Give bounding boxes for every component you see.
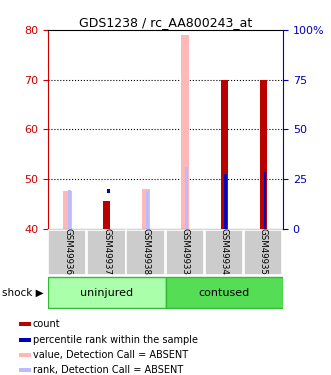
- Bar: [260, 80, 267, 229]
- Bar: [185, 166, 188, 229]
- Text: count: count: [33, 319, 60, 329]
- Bar: [107, 189, 110, 194]
- Bar: [244, 230, 282, 274]
- Bar: [19, 338, 31, 342]
- Bar: [19, 322, 31, 326]
- Bar: [205, 230, 243, 274]
- Text: GSM49935: GSM49935: [259, 228, 268, 275]
- Text: GSM49934: GSM49934: [220, 228, 229, 275]
- Bar: [19, 368, 31, 372]
- Bar: [87, 230, 125, 274]
- Bar: [48, 277, 166, 308]
- Text: percentile rank within the sample: percentile rank within the sample: [33, 335, 198, 345]
- Bar: [48, 230, 86, 274]
- Bar: [181, 35, 189, 229]
- Text: GSM49936: GSM49936: [63, 228, 72, 275]
- Bar: [146, 192, 149, 229]
- Bar: [166, 230, 204, 274]
- Bar: [166, 277, 283, 308]
- Text: rank, Detection Call = ABSENT: rank, Detection Call = ABSENT: [33, 365, 183, 375]
- Bar: [68, 190, 71, 229]
- Text: GSM49933: GSM49933: [181, 228, 190, 275]
- Bar: [103, 201, 110, 229]
- Text: contused: contused: [199, 288, 250, 297]
- Text: GSM49937: GSM49937: [102, 228, 111, 275]
- Bar: [63, 192, 72, 229]
- Bar: [19, 352, 31, 357]
- Bar: [126, 230, 165, 274]
- Title: GDS1238 / rc_AA800243_at: GDS1238 / rc_AA800243_at: [79, 16, 252, 29]
- Bar: [221, 80, 228, 229]
- Text: uninjured: uninjured: [80, 288, 133, 297]
- Bar: [263, 172, 266, 229]
- Text: GSM49938: GSM49938: [141, 228, 150, 275]
- Bar: [224, 174, 227, 229]
- Text: shock ▶: shock ▶: [2, 288, 43, 297]
- Bar: [142, 189, 150, 229]
- Text: value, Detection Call = ABSENT: value, Detection Call = ABSENT: [33, 350, 188, 360]
